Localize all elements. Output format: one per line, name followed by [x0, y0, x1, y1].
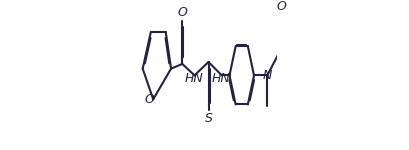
Text: N: N: [262, 69, 272, 82]
Text: O: O: [144, 93, 154, 106]
Text: O: O: [177, 6, 187, 19]
Text: O: O: [276, 0, 285, 13]
Text: HN: HN: [184, 72, 203, 85]
Text: HN: HN: [211, 72, 230, 85]
Text: S: S: [204, 112, 212, 125]
